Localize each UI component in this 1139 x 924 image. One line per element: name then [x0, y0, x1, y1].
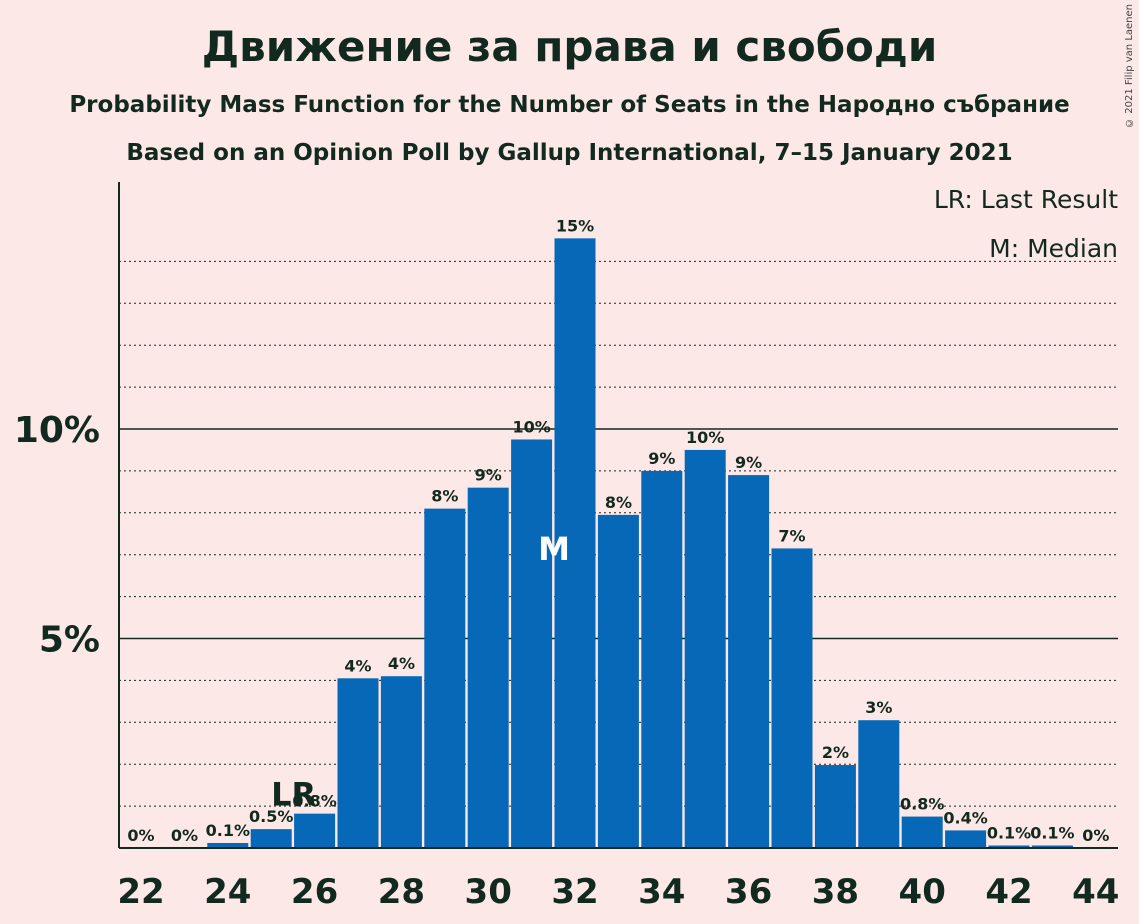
data-label: 9% — [475, 466, 502, 485]
bar — [988, 845, 1030, 848]
bar — [641, 470, 683, 848]
bar — [467, 487, 509, 848]
x-tick-label: 44 — [1072, 872, 1119, 912]
median-marker: M — [538, 530, 570, 568]
axes: 5% 10% 22 24 26 28 30 32 34 36 38 40 42 44 — [14, 182, 1119, 912]
bar — [771, 548, 813, 848]
data-label: 0.1% — [206, 821, 250, 840]
x-tick-label: 36 — [725, 872, 772, 912]
chart-title: Движение за права и свободи — [201, 22, 938, 71]
last-result-marker: LR — [271, 776, 316, 814]
data-label: 0.8% — [292, 792, 336, 811]
bar — [250, 829, 292, 848]
data-label: 10% — [686, 428, 724, 447]
bar — [207, 842, 249, 848]
data-label: 2% — [822, 743, 849, 762]
bar — [294, 813, 336, 848]
chart-subtitle: Probability Mass Function for the Number… — [69, 92, 1070, 118]
bar — [337, 678, 379, 848]
bar — [1031, 845, 1073, 848]
x-tick-label: 28 — [378, 872, 425, 912]
data-label: 0.8% — [900, 795, 944, 814]
data-label: 10% — [512, 417, 550, 436]
data-label: 7% — [778, 526, 805, 545]
y-tick-label: 5% — [39, 620, 100, 661]
data-label: 0.1% — [987, 823, 1031, 842]
chart-source: Based on an Opinion Poll by Gallup Inter… — [126, 140, 1013, 166]
data-label: 0.4% — [943, 808, 987, 827]
data-label: 4% — [344, 656, 371, 675]
data-label: 9% — [648, 449, 675, 468]
x-tick-label: 32 — [551, 872, 598, 912]
data-label: 8% — [431, 487, 458, 506]
data-label: 0.1% — [1030, 823, 1074, 842]
legend-median: M: Median — [989, 234, 1118, 263]
data-label: 0% — [171, 826, 198, 845]
bar — [728, 475, 770, 848]
data-label: 3% — [865, 698, 892, 717]
bar — [597, 514, 639, 848]
bar — [945, 830, 987, 848]
bar — [684, 449, 726, 848]
x-tick-label: 42 — [985, 872, 1032, 912]
x-tick-label: 40 — [899, 872, 946, 912]
x-tick-label: 24 — [204, 872, 251, 912]
bar — [858, 720, 900, 848]
legend-last-result: LR: Last Result — [934, 185, 1118, 214]
bar — [380, 676, 422, 848]
bar — [554, 238, 596, 849]
x-tick-label: 22 — [117, 872, 164, 912]
x-tick-label: 34 — [638, 872, 685, 912]
data-label: 15% — [556, 216, 594, 235]
bar — [901, 816, 943, 848]
y-tick-label: 10% — [14, 410, 100, 451]
x-tick-label: 26 — [291, 872, 338, 912]
data-label: 8% — [605, 493, 632, 512]
bar — [511, 439, 553, 848]
bar — [814, 765, 856, 848]
data-label: 0% — [1082, 826, 1109, 845]
x-tick-label: 30 — [465, 872, 512, 912]
data-labels: 0% 0% 0.1%0.5%0.8%4% 4%8%9%10%15%8%9%10%9%7… — [127, 216, 1109, 845]
bar — [424, 508, 466, 848]
data-label: 0% — [127, 826, 154, 845]
data-label: 4% — [388, 654, 415, 673]
data-label: 9% — [735, 453, 762, 472]
bars — [207, 238, 1073, 849]
data-label: 0.5% — [249, 807, 293, 826]
x-tick-label: 38 — [812, 872, 859, 912]
